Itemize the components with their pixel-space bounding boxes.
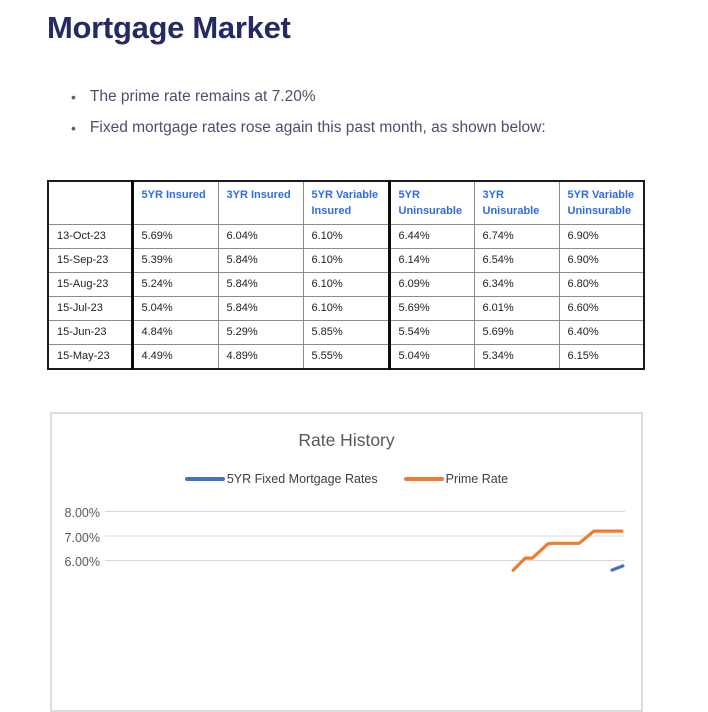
rate-cell: 4.84%	[130, 319, 219, 345]
rate-cell: 5.24%	[130, 271, 219, 297]
table-row: 15-Sep-23 5.39% 5.84% 6.10% 6.14% 6.54% …	[47, 247, 645, 273]
date-cell: 15-Jun-23	[47, 319, 133, 345]
legend-label-prime: Prime Rate	[445, 472, 509, 486]
rate-cell: 6.40%	[558, 319, 645, 345]
rate-cell: 6.80%	[558, 271, 645, 297]
bullet-dot-icon: •	[71, 89, 76, 105]
rate-cell: 6.60%	[558, 295, 645, 321]
y-axis-tick-7: 7.00%	[64, 531, 100, 545]
rate-cell: 6.10%	[302, 295, 390, 321]
table-header-5yr-uninsurable: 5YR Uninsurable	[387, 180, 475, 225]
rate-cell: 6.09%	[387, 271, 475, 297]
rate-cell: 6.04%	[217, 223, 304, 249]
rate-cell: 5.55%	[302, 343, 390, 370]
bullet-item: • Fixed mortgage rates rose again this p…	[71, 118, 546, 138]
rate-history-chart: Rate History 5YR Fixed Mortgage Rates Pr…	[50, 412, 643, 712]
rate-cell: 6.90%	[558, 247, 645, 273]
series-line-prime	[511, 529, 624, 572]
rate-cell: 6.34%	[473, 271, 560, 297]
rate-cell: 6.10%	[302, 271, 390, 297]
rate-cell: 5.84%	[217, 295, 304, 321]
table-row: 15-Jul-23 5.04% 5.84% 6.10% 5.69% 6.01% …	[47, 295, 645, 321]
table-row: 15-Jun-23 4.84% 5.29% 5.85% 5.54% 5.69% …	[47, 319, 645, 345]
y-axis-tick-8: 8.00%	[64, 506, 100, 520]
chart-legend: 5YR Fixed Mortgage Rates Prime Rate	[52, 472, 641, 486]
bullet-text: The prime rate remains at 7.20%	[89, 88, 316, 105]
rate-cell: 5.84%	[217, 271, 304, 297]
table-header-5yr-variable-insured: 5YR Variable Insured	[302, 180, 390, 225]
rate-cell: 5.69%	[473, 319, 560, 345]
rate-cell: 4.49%	[130, 343, 219, 370]
rate-cell: 5.29%	[217, 319, 304, 345]
rate-cell: 5.04%	[130, 295, 219, 321]
rate-cell: 5.54%	[387, 319, 475, 345]
rate-cell: 6.01%	[473, 295, 560, 321]
bullet-text: Fixed mortgage rates rose again this pas…	[89, 119, 546, 136]
rates-table: 5YR Insured 3YR Insured 5YR Variable Ins…	[47, 180, 645, 370]
rate-cell: 4.89%	[217, 343, 304, 370]
rate-cell: 6.10%	[302, 247, 390, 273]
rate-cell: 6.14%	[387, 247, 475, 273]
table-header-empty	[47, 180, 133, 225]
legend-item-fixed: 5YR Fixed Mortgage Rates	[184, 472, 378, 486]
rate-cell: 6.74%	[473, 223, 560, 249]
rate-cell: 5.69%	[130, 223, 219, 249]
bullet-item: • The prime rate remains at 7.20%	[71, 87, 316, 107]
date-cell: 15-Aug-23	[47, 271, 133, 297]
table-row: 13-Oct-23 5.69% 6.04% 6.10% 6.44% 6.74% …	[47, 223, 645, 249]
legend-line-blue-icon	[184, 477, 225, 481]
date-cell: 15-Jul-23	[47, 295, 133, 321]
table-header-3yr-unisurable: 3YR Unisurable	[473, 180, 560, 225]
rate-cell: 5.04%	[387, 343, 475, 370]
legend-label-fixed: 5YR Fixed Mortgage Rates	[226, 472, 378, 486]
legend-item-prime: Prime Rate	[403, 472, 509, 486]
rate-cell: 5.39%	[130, 247, 219, 273]
series-line-fixed	[610, 564, 625, 572]
table-header-row: 5YR Insured 3YR Insured 5YR Variable Ins…	[47, 180, 645, 225]
page-title: Mortgage Market	[47, 10, 291, 45]
rate-cell: 6.54%	[473, 247, 560, 273]
date-cell: 15-May-23	[47, 343, 133, 370]
rate-cell: 6.44%	[387, 223, 475, 249]
chart-title: Rate History	[298, 430, 395, 450]
rate-cell: 5.85%	[302, 319, 390, 345]
rate-cell: 6.90%	[558, 223, 645, 249]
table-header-5yr-insured: 5YR Insured	[130, 180, 219, 225]
table-header-3yr-insured: 3YR Insured	[217, 180, 304, 225]
table-row: 15-Aug-23 5.24% 5.84% 6.10% 6.09% 6.34% …	[47, 271, 645, 297]
legend-line-orange-icon	[403, 477, 444, 481]
rate-cell: 5.34%	[473, 343, 560, 370]
y-axis-tick-6: 6.00%	[64, 555, 100, 569]
rate-cell: 5.69%	[387, 295, 475, 321]
date-cell: 15-Sep-23	[47, 247, 133, 273]
rate-cell: 6.15%	[558, 343, 645, 370]
rate-cell: 6.10%	[302, 223, 390, 249]
chart-plot-area	[105, 511, 625, 572]
date-cell: 13-Oct-23	[47, 223, 133, 249]
bullet-dot-icon: •	[71, 120, 76, 136]
table-row: 15-May-23 4.49% 4.89% 5.55% 5.04% 5.34% …	[47, 343, 645, 370]
table-header-5yr-variable-uninsurable: 5YR Variable Uninsurable	[558, 180, 645, 225]
rate-cell: 5.84%	[217, 247, 304, 273]
